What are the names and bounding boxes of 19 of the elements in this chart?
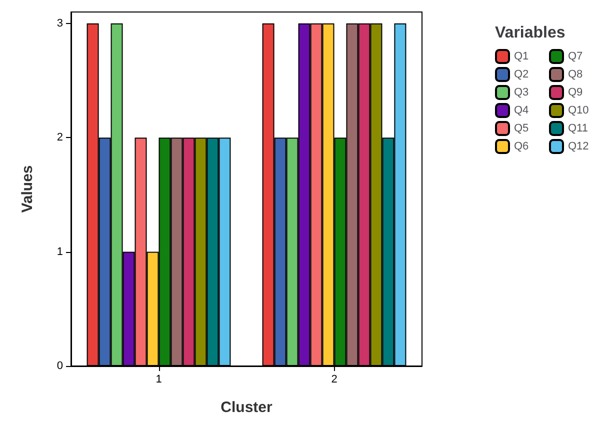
y-axis-title: Values — [19, 165, 36, 213]
legend-label: Q5 — [514, 122, 529, 134]
legend-title: Variables — [495, 24, 566, 42]
x-axis-title: Cluster — [220, 399, 272, 416]
legend-label: Q2 — [514, 68, 529, 80]
legend-label: Q8 — [568, 68, 583, 80]
legend-label: Q1 — [514, 50, 529, 62]
legend-label: Q6 — [514, 140, 529, 152]
legend-label: Q12 — [568, 140, 589, 152]
legend-label: Q9 — [568, 86, 583, 98]
legend-label: Q3 — [514, 86, 529, 98]
legend-label: Q4 — [514, 104, 529, 116]
legend-label: Q7 — [568, 50, 583, 62]
y-tick-label: 2 — [56, 132, 63, 144]
legend-label: Q11 — [568, 122, 588, 134]
legend-label: Q10 — [568, 104, 589, 116]
y-tick-label: 3 — [56, 17, 63, 30]
y-tick-label: 1 — [56, 246, 63, 258]
y-tick-label: 0 — [56, 360, 63, 372]
